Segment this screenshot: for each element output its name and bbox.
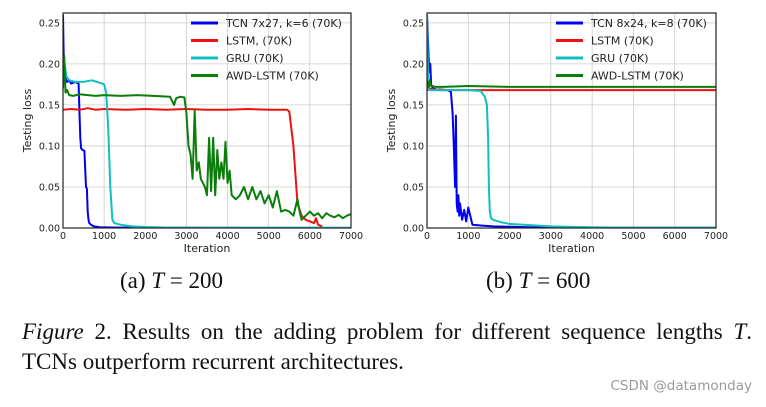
series-line-gru-70k [63, 58, 351, 228]
series-line-awd-lstm-70k [63, 54, 351, 221]
x-tick-label: 6000 [663, 231, 687, 242]
x-tick-label: 4000 [215, 231, 239, 242]
legend-item: TCN 7x27, k=6 (70K) [191, 17, 342, 30]
legend: TCN 8x24, k=8 (70K) LSTM (70K) GRU (70K) AW… [556, 17, 707, 83]
subcaption-a-var: T [151, 268, 165, 293]
subcaption-b-value: = 600 [531, 268, 591, 293]
legend-item: AWD-LSTM (70K) [556, 70, 684, 83]
axes-frame [426, 12, 717, 229]
subcaption-b-prefix: (b) [486, 268, 519, 293]
y-tick-label: 0.25 [39, 18, 60, 29]
series-line-lstm-70k [63, 107, 323, 228]
y-tick-label: 0.00 [403, 224, 424, 235]
figure-caption: Figure 2. Results on the adding problem … [22, 317, 752, 377]
x-tick-label: 2000 [497, 231, 521, 242]
caption-text-1: Results on the adding problem for differ… [111, 319, 734, 344]
x-tick-label: 2000 [133, 231, 157, 242]
x-tick-label: 5000 [621, 231, 645, 242]
legend: TCN 7x27, k=6 (70K) LSTM, (70K) GRU (70K) A… [191, 17, 342, 83]
subcaption-a-value: = 200 [164, 268, 224, 293]
legend-item: AWD-LSTM (70K) [191, 70, 319, 83]
legend-label: TCN 8x24, k=8 (70K) [590, 17, 707, 30]
x-tick-label: 3000 [539, 231, 563, 242]
x-tick-label: 7000 [704, 231, 728, 242]
x-tick-label: 7000 [339, 231, 363, 242]
subcaption-b-var: T [518, 268, 532, 293]
chart-a: 0 1000 2000 3000 4000 5000 6000 7000 0.00 0.05 0.1… [21, 12, 363, 255]
legend-item: LSTM, (70K) [191, 35, 292, 48]
caption-label-num: 2. [83, 319, 112, 344]
y-tick-label: 0.15 [39, 100, 60, 111]
legend-item: LSTM (70K) [556, 35, 654, 48]
x-tick-label: 1000 [456, 231, 480, 242]
legend-label: AWD-LSTM (70K) [591, 70, 684, 83]
series-group [63, 14, 351, 228]
y-tick-label: 0.20 [403, 59, 424, 70]
watermark: CSDN @datamonday [610, 378, 753, 394]
x-tick-label: 5000 [257, 231, 281, 242]
y-tick-label: 0.10 [403, 141, 424, 152]
y-axis-label: Testing loss [21, 89, 34, 154]
axes-frame [62, 12, 352, 229]
subcaption-b: (b) T = 600 [486, 268, 590, 294]
caption-var: T [733, 319, 747, 344]
x-tick-label: 4000 [580, 231, 604, 242]
figure-charts: 0 1000 2000 3000 4000 5000 6000 7000 0.00 0.05 0.1… [21, 12, 728, 255]
legend-item: TCN 8x24, k=8 (70K) [556, 17, 707, 30]
x-tick-label: 3000 [174, 231, 198, 242]
x-tick-label: 0 [60, 231, 66, 242]
x-tick-label: 1000 [92, 231, 116, 242]
legend-item: GRU (70K) [556, 52, 649, 65]
legend-label: GRU (70K) [591, 52, 649, 65]
chart-b: 0 1000 2000 3000 4000 5000 6000 7000 0.00 0.05 0.1… [385, 12, 728, 255]
y-tick-label: 0.00 [39, 224, 60, 235]
series-line-awd-lstm-70k [427, 79, 716, 89]
legend-item: GRU (70K) [191, 52, 284, 65]
y-tick-label: 0.15 [403, 100, 424, 111]
subcaption-a: (a) T = 200 [120, 268, 223, 294]
y-tick-label: 0.05 [403, 182, 424, 193]
series-line-tcn-8x24-k-8-70k [427, 14, 716, 228]
legend-label: TCN 7x27, k=6 (70K) [225, 17, 342, 30]
legend-label: GRU (70K) [226, 52, 284, 65]
legend-label: LSTM (70K) [591, 35, 654, 48]
caption-label: Figure [22, 319, 84, 344]
caption-text-2: . TCNs outperform recurrent architecture… [22, 319, 752, 374]
y-tick-label: 0.25 [403, 18, 424, 29]
series-group [427, 14, 716, 228]
x-tick-label: 0 [424, 231, 430, 242]
y-tick-label: 0.20 [39, 59, 60, 70]
x-axis-label: Iteration [548, 242, 595, 255]
series-line-gru-70k [427, 14, 716, 228]
y-tick-label: 0.05 [39, 182, 60, 193]
y-axis-label: Testing loss [385, 89, 398, 154]
legend-label: AWD-LSTM (70K) [226, 70, 319, 83]
x-tick-label: 6000 [298, 231, 322, 242]
subcaption-a-prefix: (a) [120, 268, 152, 293]
y-tick-label: 0.10 [39, 141, 60, 152]
x-axis-label: Iteration [184, 242, 231, 255]
legend-label: LSTM, (70K) [226, 35, 292, 48]
